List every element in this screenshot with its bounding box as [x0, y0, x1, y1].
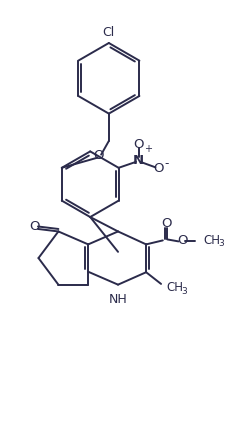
Text: O: O: [161, 217, 171, 230]
Text: 3: 3: [218, 240, 224, 249]
Text: -: -: [164, 157, 169, 170]
Text: N: N: [133, 154, 144, 167]
Text: CH: CH: [204, 234, 221, 247]
Text: O: O: [94, 149, 104, 162]
Text: 3: 3: [181, 287, 187, 296]
Text: O: O: [153, 162, 164, 175]
Text: CH: CH: [166, 282, 183, 295]
Text: Cl: Cl: [103, 26, 115, 39]
Text: O: O: [29, 220, 40, 233]
Text: O: O: [133, 139, 144, 152]
Text: +: +: [144, 144, 152, 154]
Text: O: O: [178, 234, 188, 247]
Text: NH: NH: [109, 293, 128, 306]
